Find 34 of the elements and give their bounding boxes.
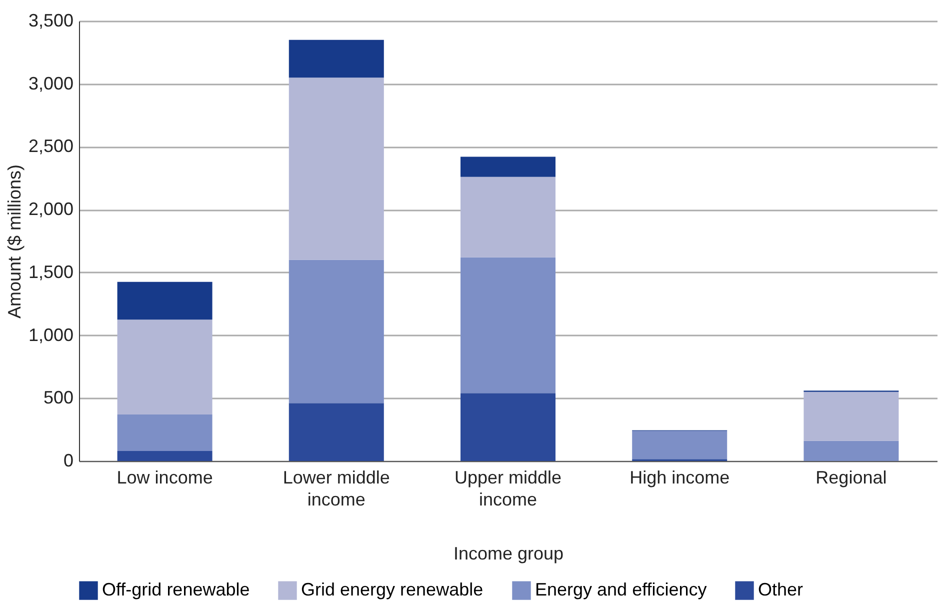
- legend-label: Grid energy renewable: [301, 580, 484, 600]
- bar: [460, 176, 556, 258]
- bar: [117, 282, 212, 320]
- legend-label: Energy and efficiency: [535, 580, 707, 600]
- bar: [804, 392, 899, 441]
- x-tick-label: High income: [630, 468, 730, 488]
- x-tick-label: Lower middle income: [282, 468, 390, 510]
- y-tick-label: 1,000: [28, 324, 74, 345]
- bar: [804, 440, 899, 461]
- legend-label: Other: [758, 580, 804, 600]
- legend-label: Off-grid renewable: [102, 580, 250, 600]
- bar: [460, 156, 556, 177]
- y-tick-label: 0: [63, 450, 74, 470]
- bar: [460, 393, 556, 461]
- y-tick-label: 1,500: [28, 262, 74, 282]
- x-tick-label: Regional: [816, 468, 887, 488]
- bar: [117, 414, 212, 451]
- y-tick-label: 2,000: [28, 199, 74, 220]
- y-axis-title: Amount ($ millions): [4, 164, 24, 319]
- bar: [117, 320, 212, 414]
- x-tick-label: Low income: [116, 468, 213, 488]
- bar: [288, 40, 384, 78]
- y-tick-label: 3,500: [28, 10, 74, 30]
- x-tick-label: Upper middle income: [454, 468, 562, 510]
- y-tick-label: 2,500: [28, 136, 74, 156]
- x-axis-title: Income group: [453, 544, 564, 564]
- bar: [632, 430, 728, 460]
- bar: [288, 260, 384, 404]
- bar: [288, 78, 384, 260]
- bar: [460, 257, 556, 394]
- y-tick-label: 500: [43, 388, 74, 408]
- bar: [117, 450, 212, 461]
- y-tick-label: 3,000: [28, 73, 74, 94]
- bar: [288, 403, 384, 461]
